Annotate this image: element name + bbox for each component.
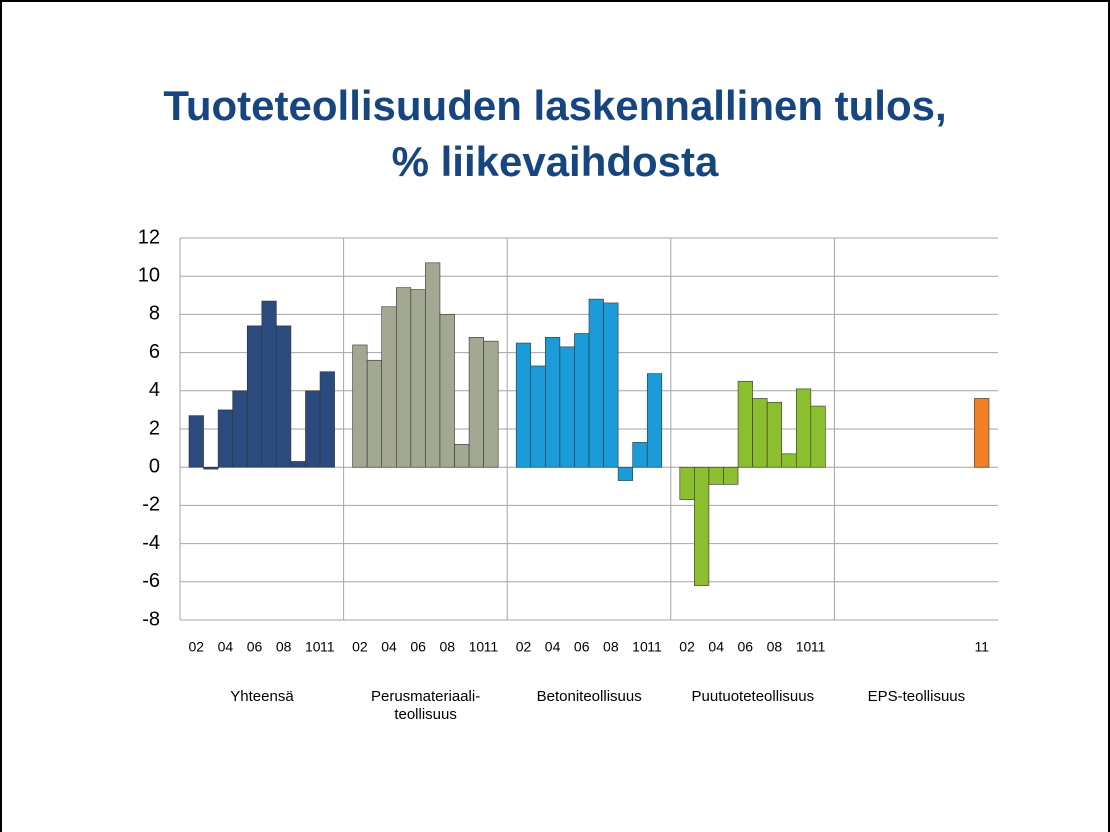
x-tick-label: 06 <box>410 639 426 655</box>
group-label: Betoniteollisuus <box>536 688 642 705</box>
bar <box>319 371 335 468</box>
x-tick-label: 11 <box>811 639 826 655</box>
bar <box>410 289 426 468</box>
bar <box>261 300 277 468</box>
bar <box>468 337 484 468</box>
group-label: Yhteensä <box>230 688 294 705</box>
x-tick-label: 02 <box>516 639 532 655</box>
bar <box>290 461 306 468</box>
group-label: EPS-teollisuus <box>867 688 966 705</box>
bar <box>232 390 248 468</box>
bar <box>395 287 412 468</box>
x-tick-label: 02 <box>679 639 695 655</box>
bar <box>574 333 590 468</box>
x-tick-label: 10 <box>469 639 485 655</box>
bar <box>752 398 768 468</box>
bar <box>246 325 263 468</box>
y-tick-label: 6 <box>149 341 160 363</box>
bar <box>217 409 233 468</box>
x-tick-label: 02 <box>352 639 368 655</box>
x-tick-label: 04 <box>545 639 561 655</box>
bar <box>381 306 397 468</box>
bar <box>559 346 575 468</box>
x-tick-label: 08 <box>276 639 292 655</box>
x-tick-label: 06 <box>574 639 590 655</box>
bar <box>203 466 219 470</box>
bar <box>425 262 441 468</box>
y-tick-label: 2 <box>149 417 160 439</box>
x-tick-label: 08 <box>603 639 619 655</box>
x-tick-label: 10 <box>305 639 321 655</box>
bar <box>646 373 663 468</box>
y-tick-label: 8 <box>149 303 160 325</box>
bar <box>632 442 648 468</box>
bar <box>737 380 753 468</box>
bar <box>810 405 826 468</box>
y-tick-label: -2 <box>142 494 160 516</box>
bar <box>545 337 561 468</box>
bar <box>454 443 470 468</box>
x-tick-label: 11 <box>647 639 662 655</box>
y-tick-label: -8 <box>142 608 160 630</box>
bar <box>974 398 990 468</box>
x-tick-label: 10 <box>796 639 812 655</box>
group-label: Perusmateriaali- teollisuus <box>370 688 481 723</box>
bar <box>188 415 204 468</box>
bar <box>603 302 619 468</box>
chart-title: Tuoteteollisuuden laskennallinen tulos, … <box>163 82 947 185</box>
x-tick-label: 06 <box>738 639 754 655</box>
bar <box>781 453 797 468</box>
x-tick-label: 11 <box>320 639 335 655</box>
bar <box>766 401 783 468</box>
bar <box>439 314 455 468</box>
bar <box>276 325 292 468</box>
bar <box>588 298 604 468</box>
bar <box>530 365 546 468</box>
bar <box>515 342 532 468</box>
y-tick-label: -4 <box>142 532 160 554</box>
bar <box>305 390 321 468</box>
y-tick-label: 4 <box>149 379 160 401</box>
y-tick-label: 0 <box>149 455 160 477</box>
bar <box>795 388 812 468</box>
x-tick-label: 11 <box>484 639 499 655</box>
bar <box>352 344 368 468</box>
group-label: Puutuoteteollisuus <box>691 688 815 705</box>
x-tick-label: 11 <box>974 639 989 655</box>
bar <box>366 359 383 468</box>
bar <box>679 466 695 500</box>
bar <box>617 466 633 481</box>
x-tick-label: 08 <box>439 639 455 655</box>
x-tick-label: 10 <box>632 639 648 655</box>
y-tick-label: -6 <box>142 570 160 592</box>
x-tick-label: 06 <box>247 639 263 655</box>
x-tick-label: 08 <box>767 639 783 655</box>
x-tick-label: 04 <box>218 639 234 655</box>
bar <box>483 340 499 468</box>
x-tick-label: 02 <box>188 639 204 655</box>
x-tick-label: 04 <box>381 639 397 655</box>
x-tick-label: 04 <box>708 639 724 655</box>
bar <box>708 466 724 485</box>
y-tick-label: 10 <box>138 264 160 286</box>
bar <box>694 466 710 586</box>
y-tick-label: 12 <box>138 226 160 248</box>
bar <box>723 466 739 485</box>
